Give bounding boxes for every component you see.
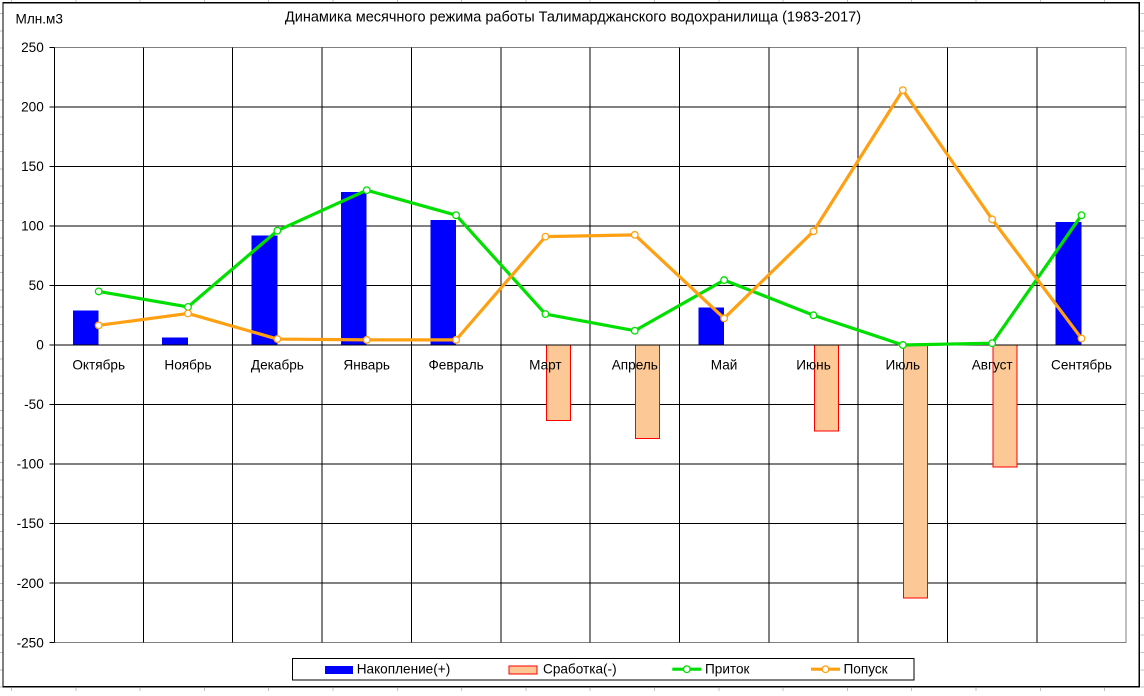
svg-text:Октябрь: Октябрь — [72, 358, 125, 373]
svg-text:Декабрь: Декабрь — [251, 358, 304, 373]
svg-text:Попуск: Попуск — [844, 662, 889, 677]
svg-text:-250: -250 — [17, 635, 45, 650]
svg-text:Сработка(-): Сработка(-) — [543, 662, 617, 677]
svg-text:200: 200 — [21, 99, 44, 114]
svg-text:Приток: Приток — [705, 662, 751, 677]
svg-text:Январь: Январь — [343, 358, 390, 373]
svg-text:Май: Май — [711, 358, 738, 373]
svg-text:-200: -200 — [17, 576, 45, 591]
svg-text:-50: -50 — [24, 397, 44, 412]
svg-text:Апрель: Апрель — [612, 358, 658, 373]
svg-text:100: 100 — [21, 219, 44, 234]
svg-text:0: 0 — [36, 338, 44, 353]
svg-text:Февраль: Февраль — [428, 358, 483, 373]
svg-text:Март: Март — [529, 358, 562, 373]
svg-text:-150: -150 — [17, 516, 45, 531]
svg-text:50: 50 — [29, 278, 45, 293]
svg-text:Динамика месячного режима рабо: Динамика месячного режима работы Талимар… — [285, 10, 861, 26]
svg-text:Июль: Июль — [885, 358, 920, 373]
svg-text:Август: Август — [972, 358, 1013, 373]
svg-text:250: 250 — [21, 40, 44, 55]
svg-text:Июнь: Июнь — [796, 358, 831, 373]
svg-text:-100: -100 — [17, 457, 45, 472]
svg-text:Накопление(+): Накопление(+) — [357, 662, 451, 677]
svg-text:Млн.м3: Млн.м3 — [16, 11, 63, 26]
svg-text:Сентябрь: Сентябрь — [1051, 358, 1112, 373]
svg-text:Ноябрь: Ноябрь — [164, 358, 211, 373]
svg-text:150: 150 — [21, 159, 44, 174]
